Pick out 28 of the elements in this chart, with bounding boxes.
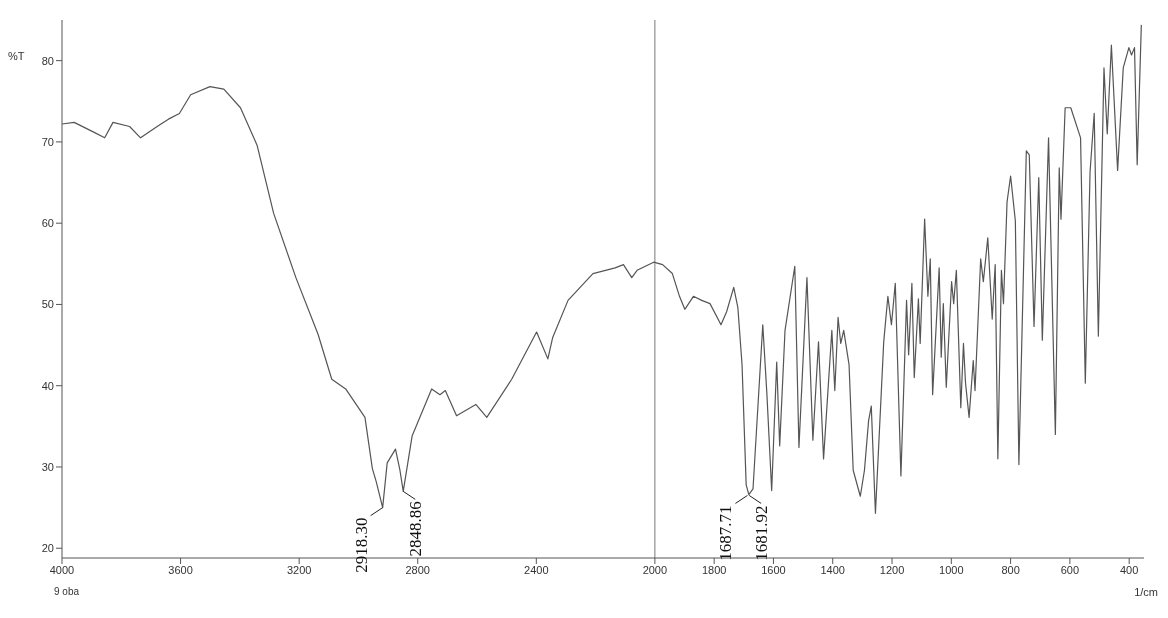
x-tick-label: 4000 bbox=[49, 563, 75, 576]
x-tick-label: 1600 bbox=[761, 563, 786, 576]
x-tick-label: 3600 bbox=[168, 563, 193, 576]
x-tick-label: 1200 bbox=[879, 563, 905, 576]
y-tick-label: 50 bbox=[41, 298, 54, 311]
x-axis-title: 1/cm bbox=[1134, 586, 1158, 598]
annotation: 1687.71 bbox=[716, 505, 736, 561]
x-tick-label: 3200 bbox=[286, 563, 312, 576]
y-axis-title: %T bbox=[8, 50, 25, 62]
y-tick-label: 70 bbox=[41, 135, 54, 148]
x-tick-label: 2000 bbox=[642, 563, 668, 576]
x-tick-label: 600 bbox=[1060, 563, 1080, 576]
x-tick-label: 1400 bbox=[820, 563, 845, 576]
x-tick-label: 2800 bbox=[405, 563, 430, 576]
x-tick-label: 1000 bbox=[939, 563, 964, 576]
y-tick-label: 40 bbox=[41, 379, 54, 392]
y-tick-label: 30 bbox=[41, 460, 54, 473]
x-tick-label: 400 bbox=[1120, 563, 1139, 576]
x-tick-label: 800 bbox=[1001, 563, 1020, 576]
y-tick-label: 80 bbox=[41, 54, 54, 67]
y-tick-label: 20 bbox=[41, 542, 54, 555]
annotation: 2918.30 bbox=[351, 517, 371, 573]
annotation: 2848.86 bbox=[406, 501, 426, 557]
annotation: 1681.92 bbox=[752, 505, 772, 561]
x-tick-label: 2400 bbox=[524, 563, 549, 576]
x-tick-label: 1800 bbox=[701, 563, 727, 576]
text: 9 oba bbox=[54, 586, 80, 597]
y-tick-label: 60 bbox=[41, 217, 54, 230]
